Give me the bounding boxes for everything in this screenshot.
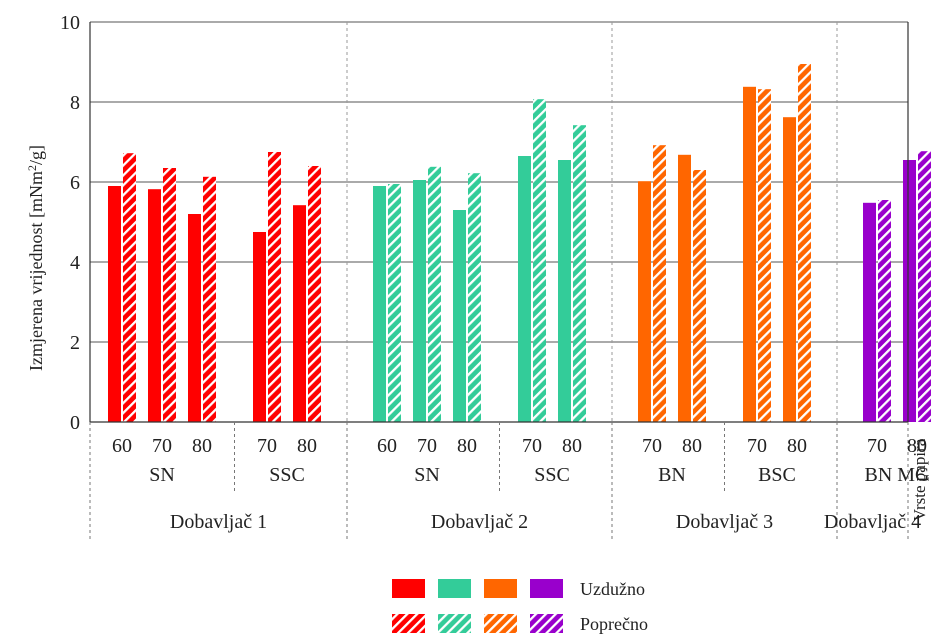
x-tick-label: 80: [682, 435, 702, 457]
group-label: SSC: [269, 464, 305, 486]
bar-uzduzno: [108, 186, 121, 422]
bar-uzduzno: [188, 214, 201, 422]
bar-poprecno: [533, 99, 546, 422]
bar-uzduzno: [518, 156, 531, 422]
bar-poprecno: [268, 152, 281, 422]
legend-swatch-uzduzno: [484, 579, 517, 598]
x-tick-label: 70: [522, 435, 542, 457]
bar-poprecno: [653, 145, 666, 422]
bar-uzduzno: [863, 202, 876, 422]
category-labels: 60 70 80 SN 70 80 SSC 60 70 80 SN 70 80 SSC 70 80 BN 70 80…: [112, 435, 930, 533]
bar-poprecno: [918, 151, 931, 422]
y-tick-label: 4: [70, 252, 80, 274]
x-tick-label: 70: [417, 435, 437, 457]
legend-swatch-uzduzno: [530, 579, 563, 598]
x-tick-label: 80: [907, 435, 927, 457]
y-tick-label: 8: [70, 92, 80, 114]
bar-uzduzno: [253, 232, 266, 422]
group-label: SN: [149, 464, 175, 486]
bar-uzduzno: [148, 189, 161, 422]
bar-poprecno: [163, 168, 176, 422]
x-tick-label: 70: [257, 435, 277, 457]
group-label: SSC: [534, 464, 570, 486]
supplier-label: Dobavljač 1: [170, 511, 267, 533]
legend-label-poprecno: Poprečno: [580, 614, 648, 634]
bar-poprecno: [468, 173, 481, 422]
x-tick-label: 70: [152, 435, 172, 457]
y-axis-label-superscript: 2: [25, 165, 39, 171]
group-label: SN: [414, 464, 440, 486]
bar-poprecno: [878, 200, 891, 422]
axes: 0 2 4 6 8 10: [60, 12, 909, 540]
bar-poprecno: [388, 184, 401, 422]
supplier-label: Dobavljač 4: [824, 511, 921, 533]
x-tick-label: 80: [192, 435, 212, 457]
group-label: BN MG: [864, 464, 929, 486]
legend-swatch-uzduzno: [438, 579, 471, 598]
bar-poprecno: [123, 153, 136, 422]
bar-poprecno: [203, 176, 216, 422]
bar-poprecno: [758, 89, 771, 422]
bar-poprecno: [798, 64, 811, 422]
bar-poprecno: [693, 170, 706, 422]
legend-swatch-uzduzno: [392, 579, 425, 598]
x-axis-label: Vrste papira: [910, 438, 929, 521]
legend-label-uzduzno: Uzdužno: [580, 579, 645, 599]
x-tick-label: 70: [642, 435, 662, 457]
bar-poprecno: [308, 166, 321, 422]
bar-uzduzno: [453, 210, 466, 422]
bar-uzduzno: [743, 86, 756, 423]
group-label: BSC: [758, 464, 796, 486]
bar-uzduzno: [413, 180, 426, 422]
bar-uzduzno: [783, 117, 796, 422]
bar-uzduzno: [903, 160, 916, 422]
bar-uzduzno: [678, 154, 691, 423]
legend-swatch-poprecno: [392, 614, 425, 633]
x-tick-label: 80: [787, 435, 807, 457]
y-tick-label: 6: [70, 172, 80, 194]
x-tick-label: 60: [377, 435, 397, 457]
y-tick-label: 10: [60, 12, 80, 34]
bar-poprecno: [428, 166, 441, 422]
bar-uzduzno: [638, 181, 651, 422]
y-axis-label-tail: /g]: [26, 145, 46, 165]
x-tick-label: 80: [297, 435, 317, 457]
grid-lines: [90, 21, 908, 423]
x-tick-label: 60: [112, 435, 132, 457]
legend-swatch-poprecno: [530, 614, 563, 633]
bar-uzduzno: [373, 186, 386, 422]
legend: Uzdužno Poprečno: [392, 579, 648, 634]
bar-uzduzno: [293, 205, 306, 422]
bar-poprecno: [573, 125, 586, 422]
group-label: BN: [658, 464, 686, 486]
x-tick-label: 70: [747, 435, 767, 457]
y-tick-label: 0: [70, 412, 80, 434]
legend-swatch-poprecno: [438, 614, 471, 633]
y-tick-label: 2: [70, 332, 80, 354]
x-tick-label: 80: [562, 435, 582, 457]
bars: [108, 64, 931, 423]
supplier-label: Dobavljač 3: [676, 511, 773, 533]
x-tick-label: 80: [457, 435, 477, 457]
y-axis-label: Izmjerena vrijednost [mNm2/g]: [25, 145, 46, 371]
supplier-label: Dobavljač 2: [431, 511, 528, 533]
x-tick-label: 70: [867, 435, 887, 457]
bar-uzduzno: [558, 160, 571, 422]
legend-swatch-poprecno: [484, 614, 517, 633]
